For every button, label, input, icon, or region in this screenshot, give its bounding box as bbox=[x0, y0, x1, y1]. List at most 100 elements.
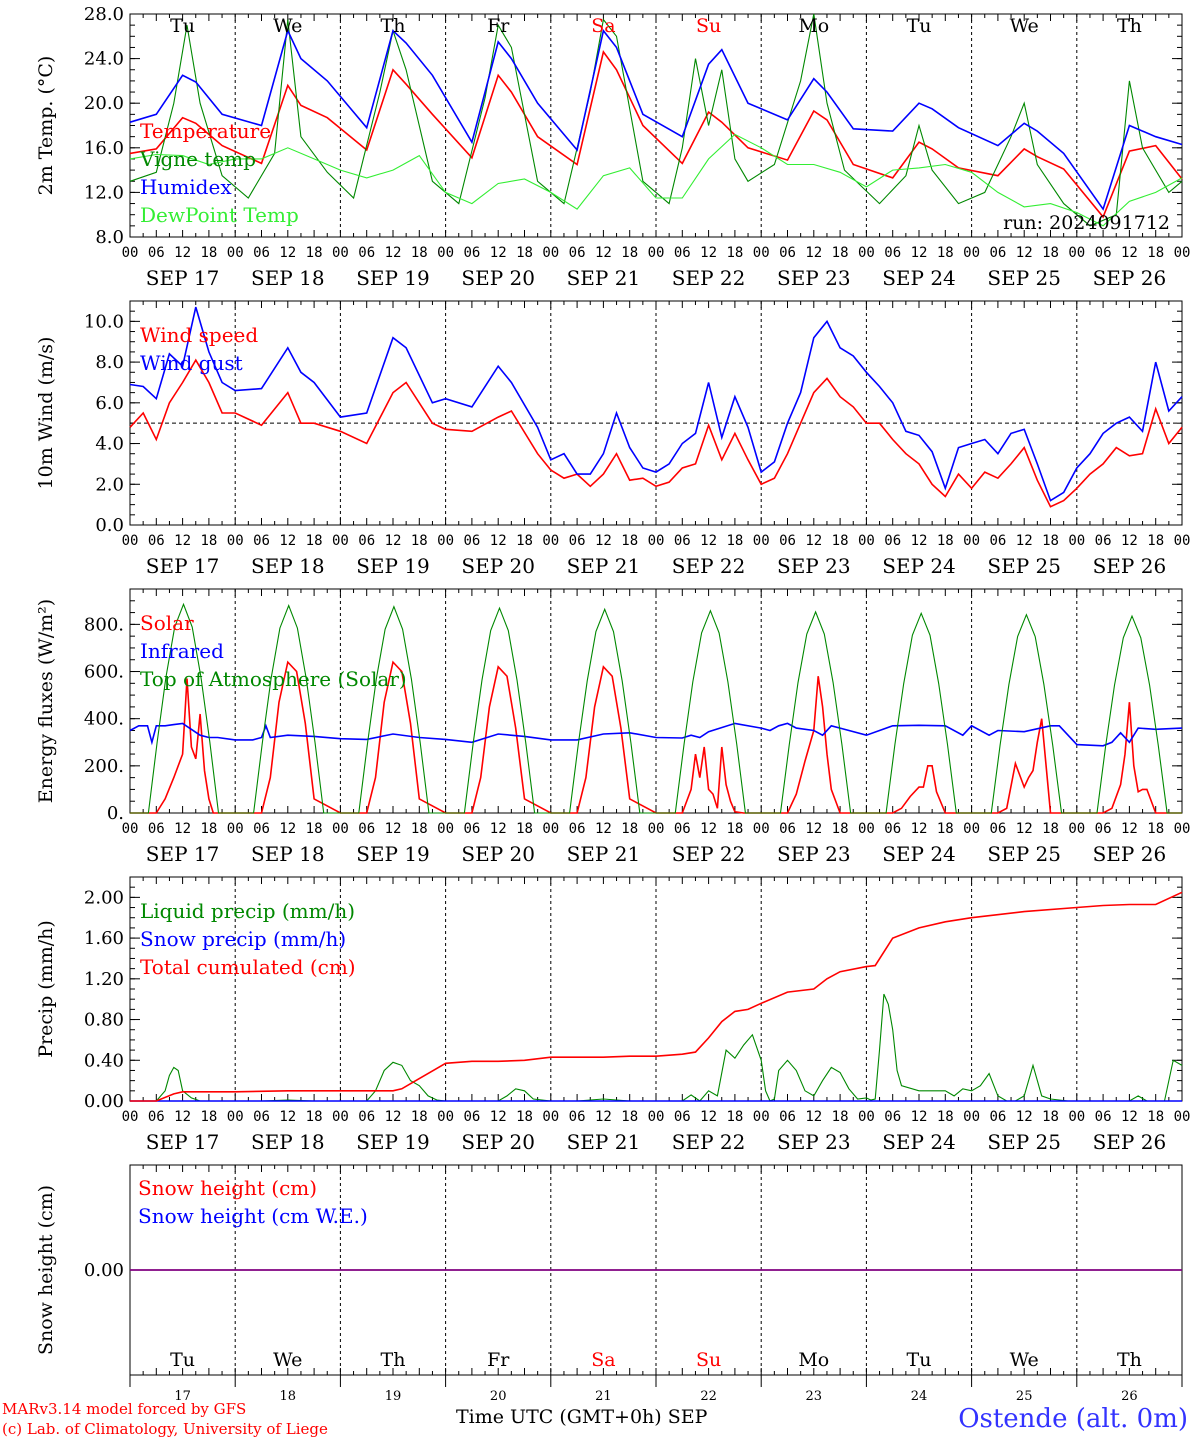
date-label: SEP 25 bbox=[987, 842, 1061, 866]
day-number-label: 22 bbox=[700, 1389, 717, 1404]
hour-label: 12 bbox=[279, 1109, 296, 1125]
hour-label: 06 bbox=[779, 245, 796, 261]
hour-label: 06 bbox=[358, 1109, 375, 1125]
date-label: SEP 21 bbox=[567, 842, 641, 866]
hour-label: 00 bbox=[1068, 533, 1085, 549]
hour-label: 06 bbox=[884, 533, 901, 549]
hour-label: 00 bbox=[648, 245, 665, 261]
y-tick-label: 1.60 bbox=[84, 928, 124, 949]
hour-label: 12 bbox=[805, 245, 822, 261]
hour-label: 18 bbox=[411, 821, 428, 837]
hour-label: 18 bbox=[937, 245, 954, 261]
time-axis-label: Time UTC (GMT+0h) SEP bbox=[456, 1406, 707, 1428]
date-label: SEP 25 bbox=[987, 1130, 1061, 1154]
date-label: SEP 20 bbox=[461, 554, 535, 578]
day-name-label: Th bbox=[1117, 15, 1142, 37]
day-name-label: We bbox=[1010, 1349, 1039, 1371]
hour-label: 18 bbox=[411, 245, 428, 261]
hour-label: 00 bbox=[332, 245, 349, 261]
hour-label: 12 bbox=[595, 821, 612, 837]
hour-label: 06 bbox=[674, 1109, 691, 1125]
hour-label: 06 bbox=[569, 1109, 586, 1125]
day-name-label: Th bbox=[381, 1349, 406, 1371]
hour-label: 12 bbox=[911, 1109, 928, 1125]
day-name-label: Mo bbox=[798, 1349, 829, 1371]
hour-label: 00 bbox=[858, 821, 875, 837]
hour-label: 06 bbox=[884, 821, 901, 837]
date-label: SEP 25 bbox=[987, 554, 1061, 578]
hour-label: 00 bbox=[227, 821, 244, 837]
hour-label: 00 bbox=[227, 1109, 244, 1125]
y-tick-label: 1.20 bbox=[84, 969, 124, 990]
hour-label: 06 bbox=[989, 533, 1006, 549]
day-name-label: Th bbox=[1117, 1349, 1142, 1371]
hour-label: 06 bbox=[253, 1109, 270, 1125]
date-label: SEP 17 bbox=[146, 1130, 220, 1154]
hour-label: 00 bbox=[753, 245, 770, 261]
day-number-label: 23 bbox=[806, 1389, 823, 1404]
date-label: SEP 22 bbox=[672, 1130, 746, 1154]
hour-label: 06 bbox=[674, 533, 691, 549]
y-tick-label: 0.00 bbox=[84, 1260, 124, 1281]
date-label: SEP 19 bbox=[356, 842, 430, 866]
hour-label: 18 bbox=[832, 1109, 849, 1125]
day-name-label: Fr bbox=[487, 1349, 510, 1371]
hour-label: 18 bbox=[621, 1109, 638, 1125]
hour-label: 18 bbox=[726, 533, 743, 549]
hour-label: 00 bbox=[437, 1109, 454, 1125]
legend-entry: Vigne temp bbox=[139, 147, 256, 171]
hour-label: 00 bbox=[1174, 821, 1191, 837]
hour-label: 12 bbox=[1121, 245, 1138, 261]
hour-label: 12 bbox=[595, 1109, 612, 1125]
hour-label: 06 bbox=[569, 245, 586, 261]
hour-label: 00 bbox=[1174, 533, 1191, 549]
y-tick-label: 0.40 bbox=[84, 1050, 124, 1071]
day-number-label: 19 bbox=[385, 1389, 402, 1404]
hour-label: 06 bbox=[463, 533, 480, 549]
y-tick-label: 4.0 bbox=[95, 434, 124, 455]
hour-label: 00 bbox=[1068, 1109, 1085, 1125]
hour-label: 12 bbox=[174, 533, 191, 549]
hour-label: 18 bbox=[726, 821, 743, 837]
date-label: SEP 20 bbox=[461, 1130, 535, 1154]
hour-label: 12 bbox=[595, 533, 612, 549]
hour-label: 12 bbox=[1016, 245, 1033, 261]
date-label: SEP 24 bbox=[882, 1130, 956, 1154]
y-tick-label: 12.0 bbox=[84, 182, 124, 203]
legend-entry: Snow height (cm W.E.) bbox=[138, 1204, 368, 1228]
hour-label: 18 bbox=[726, 1109, 743, 1125]
y-axis-label: Precip (mm/h) bbox=[35, 920, 57, 1058]
hour-label: 06 bbox=[148, 821, 165, 837]
hour-label: 18 bbox=[411, 1109, 428, 1125]
hour-label: 06 bbox=[463, 245, 480, 261]
legend-entry: Wind speed bbox=[140, 323, 258, 347]
date-label: SEP 23 bbox=[777, 842, 851, 866]
day-name-label: Tu bbox=[907, 1349, 932, 1371]
y-tick-label: 400. bbox=[84, 709, 124, 730]
hour-label: 00 bbox=[122, 533, 139, 549]
hour-label: 18 bbox=[832, 821, 849, 837]
month-label: SEP bbox=[667, 1406, 708, 1428]
date-label: SEP 18 bbox=[251, 266, 325, 290]
hour-label: 18 bbox=[832, 533, 849, 549]
hour-label: 06 bbox=[253, 821, 270, 837]
hour-label: 18 bbox=[306, 533, 323, 549]
hour-label: 12 bbox=[490, 245, 507, 261]
hour-label: 12 bbox=[805, 821, 822, 837]
hour-label: 00 bbox=[332, 533, 349, 549]
date-label: SEP 24 bbox=[882, 842, 956, 866]
series-line-wind-speed bbox=[129, 358, 1183, 508]
date-label: SEP 26 bbox=[1093, 266, 1167, 290]
hour-label: 18 bbox=[200, 533, 217, 549]
hour-label: 12 bbox=[385, 533, 402, 549]
series-line-dewpoint-temp bbox=[129, 133, 1183, 227]
hour-label: 00 bbox=[437, 533, 454, 549]
hour-label: 18 bbox=[1147, 1109, 1164, 1125]
hour-label: 00 bbox=[858, 533, 875, 549]
hour-label: 00 bbox=[648, 821, 665, 837]
hour-label: 06 bbox=[569, 533, 586, 549]
y-tick-label: 6.0 bbox=[95, 393, 124, 414]
date-label: SEP 17 bbox=[146, 554, 220, 578]
hour-label: 00 bbox=[122, 245, 139, 261]
date-label: SEP 26 bbox=[1093, 842, 1167, 866]
